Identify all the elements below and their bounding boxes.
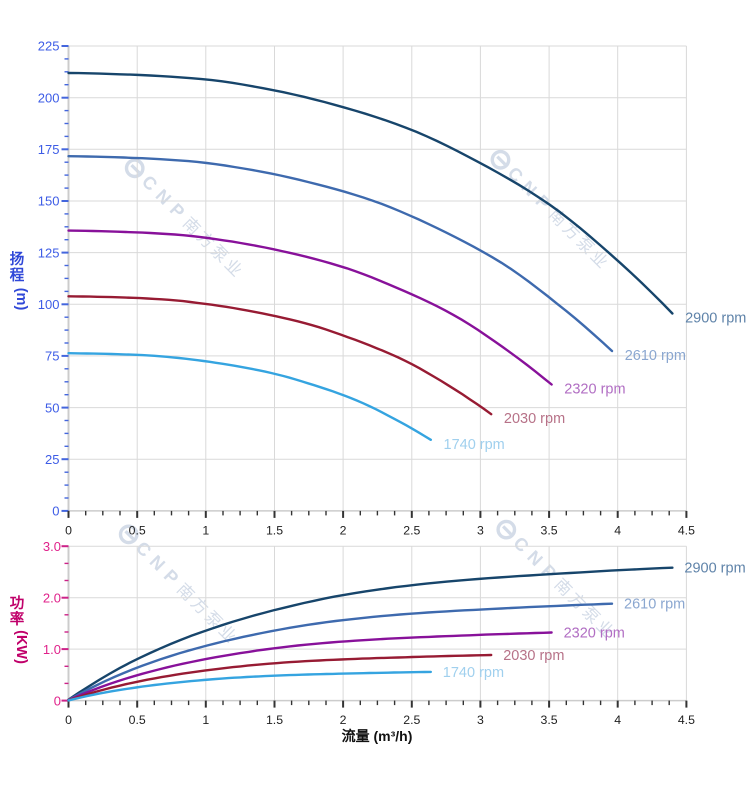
svg-text:0: 0 bbox=[52, 504, 59, 519]
svg-text:2: 2 bbox=[340, 713, 347, 727]
svg-text:225: 225 bbox=[38, 39, 60, 54]
svg-text:1.5: 1.5 bbox=[266, 523, 283, 537]
svg-text:75: 75 bbox=[45, 349, 59, 364]
svg-text:3: 3 bbox=[477, 713, 484, 727]
svg-text:1740 rpm: 1740 rpm bbox=[444, 437, 505, 453]
svg-text:2320 rpm: 2320 rpm bbox=[564, 382, 625, 398]
svg-text:(m): (m) bbox=[13, 288, 29, 311]
svg-text:(KW): (KW) bbox=[13, 630, 29, 664]
svg-text:2610 rpm: 2610 rpm bbox=[625, 348, 686, 364]
svg-text:2030 rpm: 2030 rpm bbox=[503, 648, 564, 664]
svg-text:3: 3 bbox=[477, 523, 484, 537]
svg-text:4: 4 bbox=[614, 523, 621, 537]
svg-text:125: 125 bbox=[38, 245, 60, 260]
svg-text:2030 rpm: 2030 rpm bbox=[504, 411, 565, 427]
svg-text:25: 25 bbox=[45, 452, 59, 467]
svg-text:扬: 扬 bbox=[10, 250, 25, 268]
svg-text:2.5: 2.5 bbox=[403, 713, 420, 727]
svg-text:2: 2 bbox=[340, 523, 347, 537]
svg-text:1.5: 1.5 bbox=[266, 713, 283, 727]
svg-text:2900 rpm: 2900 rpm bbox=[684, 561, 745, 577]
svg-text:175: 175 bbox=[38, 142, 60, 157]
svg-text:50: 50 bbox=[45, 400, 59, 415]
svg-text:4: 4 bbox=[614, 713, 621, 727]
svg-text:2610 rpm: 2610 rpm bbox=[624, 597, 685, 613]
svg-text:流量 (m³/h): 流量 (m³/h) bbox=[342, 728, 413, 744]
svg-text:0.5: 0.5 bbox=[129, 523, 146, 537]
svg-text:1740 rpm: 1740 rpm bbox=[443, 665, 504, 681]
svg-text:3.5: 3.5 bbox=[541, 713, 558, 727]
svg-text:100: 100 bbox=[38, 297, 60, 312]
svg-text:3.5: 3.5 bbox=[541, 523, 558, 537]
svg-text:150: 150 bbox=[38, 194, 60, 209]
svg-text:1: 1 bbox=[202, 713, 209, 727]
svg-text:2.0: 2.0 bbox=[43, 590, 61, 605]
svg-text:程: 程 bbox=[10, 267, 25, 284]
svg-text:0: 0 bbox=[65, 523, 72, 537]
svg-text:2900 rpm: 2900 rpm bbox=[685, 311, 746, 327]
svg-text:1.0: 1.0 bbox=[43, 642, 61, 657]
svg-text:0.5: 0.5 bbox=[129, 713, 146, 727]
svg-text:3.0: 3.0 bbox=[43, 539, 61, 554]
svg-text:1: 1 bbox=[202, 523, 209, 537]
svg-text:0: 0 bbox=[65, 713, 72, 727]
svg-text:率: 率 bbox=[10, 610, 25, 628]
svg-text:2320 rpm: 2320 rpm bbox=[564, 626, 625, 642]
svg-text:4.5: 4.5 bbox=[678, 523, 695, 537]
svg-text:200: 200 bbox=[38, 90, 60, 105]
svg-text:功: 功 bbox=[10, 595, 25, 612]
svg-text:2.5: 2.5 bbox=[403, 523, 420, 537]
svg-text:0: 0 bbox=[54, 693, 61, 708]
svg-text:4.5: 4.5 bbox=[678, 713, 695, 727]
